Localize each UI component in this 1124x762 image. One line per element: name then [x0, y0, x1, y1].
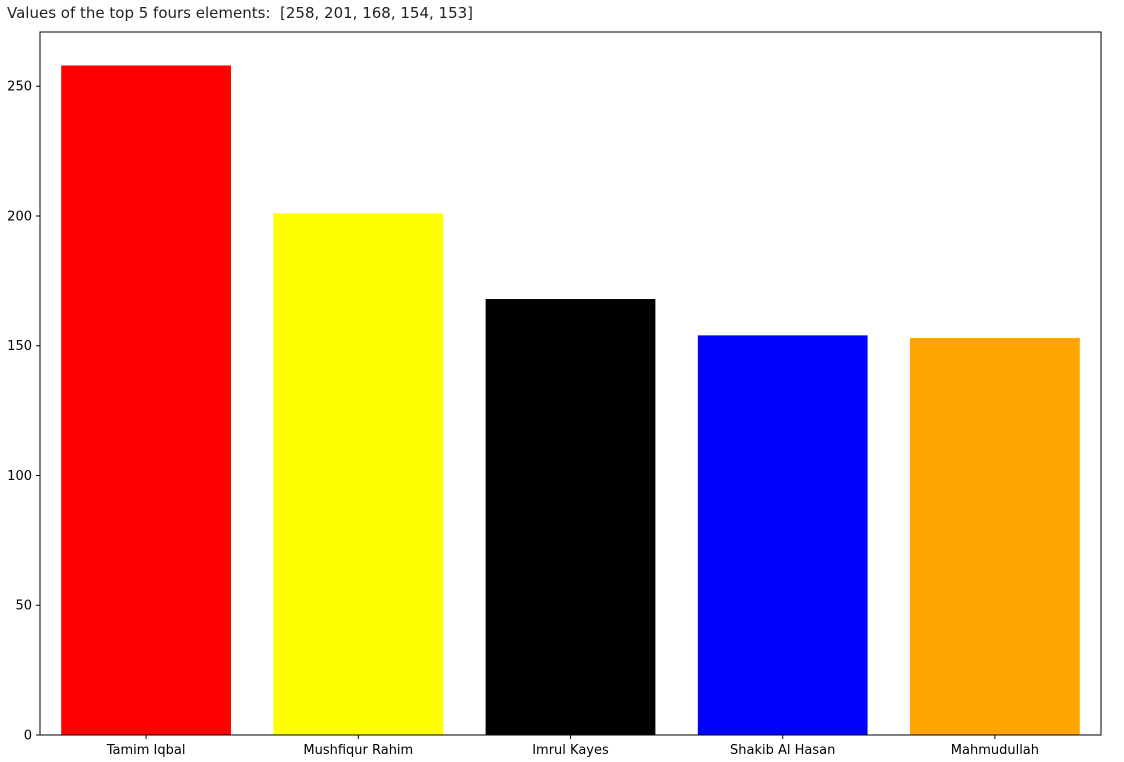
bar-imrul-kayes: [485, 299, 656, 735]
bar-shakib-al-hasan: [697, 335, 868, 735]
bar-mahmudullah: [910, 337, 1080, 735]
x-tick-label: Tamim Iqbal: [106, 743, 186, 758]
y-tick-label: 150: [7, 339, 32, 354]
plot-frame: [39, 31, 1102, 736]
x-tick-label: Mahmudullah: [951, 743, 1039, 758]
bar-mushfiqur-rahim: [273, 213, 444, 736]
x-tick-label: Shakib Al Hasan: [730, 743, 835, 758]
y-tick-label: 100: [7, 469, 32, 484]
y-tick-label: 50: [15, 599, 32, 614]
y-tick-label: 200: [7, 209, 32, 224]
x-tick-label: Mushfiqur Rahim: [303, 743, 413, 758]
bar-tamim-iqbal: [61, 65, 231, 735]
y-tick-label: 250: [7, 80, 32, 95]
x-tick-label: Imrul Kayes: [532, 743, 609, 758]
values-output-line: Values of the top 5 fours elements: [258…: [7, 4, 474, 22]
y-tick-label: 0: [24, 729, 32, 744]
